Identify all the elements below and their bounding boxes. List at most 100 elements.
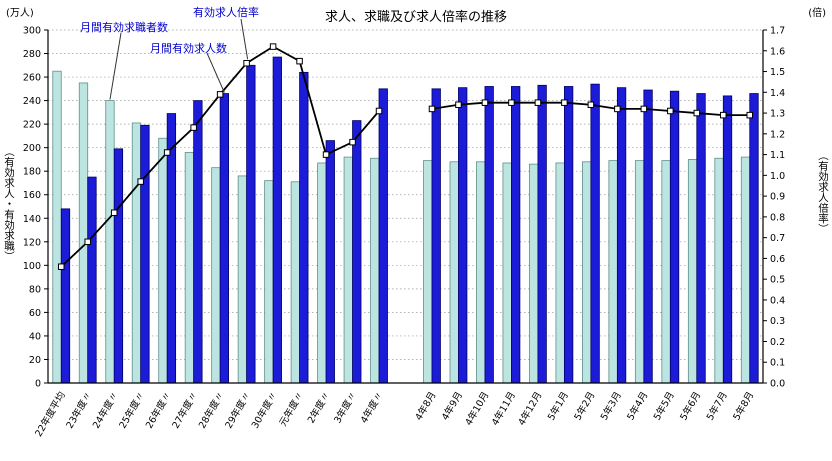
ratio-marker[interactable] bbox=[587, 101, 595, 109]
bar-seekers[interactable] bbox=[158, 137, 168, 384]
bar-openings[interactable] bbox=[484, 86, 494, 384]
ratio-marker[interactable] bbox=[137, 178, 144, 185]
bar-seekers[interactable] bbox=[661, 160, 671, 384]
bar-openings[interactable] bbox=[458, 87, 468, 384]
ratio-marker[interactable] bbox=[640, 105, 648, 113]
bar-seekers[interactable] bbox=[290, 181, 300, 384]
bar-seekers[interactable] bbox=[52, 70, 62, 384]
bar-seekers[interactable] bbox=[370, 157, 380, 384]
right-axis-tick-label: 1.6 bbox=[770, 46, 785, 57]
ratio-marker[interactable] bbox=[216, 91, 224, 98]
ratio-marker[interactable] bbox=[296, 57, 303, 65]
bar-openings[interactable] bbox=[696, 93, 706, 384]
x-axis-label: 5年8月 bbox=[730, 390, 756, 423]
ratio-marker[interactable] bbox=[322, 151, 330, 158]
bar-openings[interactable] bbox=[643, 89, 653, 384]
bar-seekers[interactable] bbox=[131, 122, 142, 384]
bar-openings[interactable] bbox=[511, 86, 521, 384]
bar-seekers[interactable] bbox=[608, 160, 618, 384]
bar-openings[interactable] bbox=[590, 83, 600, 384]
ratio-marker[interactable] bbox=[190, 124, 197, 131]
left-axis-tick-label: 140 bbox=[23, 214, 41, 225]
right-axis-tick-label: 0.2 bbox=[770, 337, 785, 348]
bar-openings[interactable] bbox=[669, 90, 680, 384]
ratio-marker[interactable] bbox=[508, 99, 515, 106]
left-axis-tick-label: 240 bbox=[23, 96, 41, 107]
left-axis-tick-label: 60 bbox=[29, 308, 41, 319]
x-axis-label: 5年2月 bbox=[572, 390, 598, 423]
bar-openings[interactable] bbox=[219, 93, 230, 384]
bar-openings[interactable] bbox=[749, 93, 759, 384]
bar-seekers[interactable] bbox=[740, 156, 751, 384]
bar-seekers[interactable] bbox=[317, 162, 327, 384]
annotation-leader-line bbox=[109, 32, 122, 100]
left-axis-tick-label: 20 bbox=[29, 355, 41, 366]
bar-openings[interactable] bbox=[87, 176, 97, 384]
ratio-marker[interactable] bbox=[614, 105, 621, 113]
ratio-marker[interactable] bbox=[534, 99, 542, 106]
bar-openings[interactable] bbox=[722, 95, 733, 384]
bar-openings[interactable] bbox=[272, 56, 282, 384]
bar-openings[interactable] bbox=[616, 87, 627, 384]
right-axis-tick-label: 0.7 bbox=[770, 233, 785, 244]
bar-openings[interactable] bbox=[537, 84, 547, 384]
ratio-marker[interactable] bbox=[667, 107, 674, 115]
bar-openings[interactable] bbox=[140, 124, 150, 384]
bar-seekers[interactable] bbox=[264, 180, 274, 384]
x-axis-label: 元年度〃 bbox=[277, 390, 306, 429]
bar-openings[interactable] bbox=[246, 64, 256, 384]
ratio-marker[interactable] bbox=[243, 59, 250, 67]
bar-seekers[interactable] bbox=[581, 161, 592, 384]
bar-openings[interactable] bbox=[60, 208, 71, 384]
bar-openings[interactable] bbox=[193, 100, 203, 384]
ratio-marker[interactable] bbox=[349, 138, 356, 146]
annotation-leader-line bbox=[206, 52, 225, 93]
bar-openings[interactable] bbox=[378, 88, 388, 384]
ratio-marker[interactable] bbox=[163, 149, 171, 156]
bar-seekers[interactable] bbox=[78, 82, 89, 384]
ratio-marker[interactable] bbox=[428, 105, 436, 113]
ratio-marker[interactable] bbox=[57, 263, 65, 270]
right-axis-tick-label: 0.6 bbox=[770, 254, 785, 265]
bar-seekers[interactable] bbox=[343, 156, 353, 384]
bar-openings[interactable] bbox=[563, 86, 574, 384]
bar-seekers[interactable] bbox=[529, 163, 539, 384]
bar-seekers[interactable] bbox=[211, 167, 221, 384]
bar-seekers[interactable] bbox=[555, 162, 565, 384]
x-axis-label: 24年度〃 bbox=[90, 390, 121, 431]
x-axis-label: 5年6月 bbox=[677, 390, 703, 423]
bar-seekers[interactable] bbox=[105, 100, 115, 384]
bar-seekers[interactable] bbox=[714, 157, 724, 384]
bar-seekers[interactable] bbox=[634, 160, 645, 384]
left-axis-tick-label: 120 bbox=[23, 237, 41, 248]
ratio-marker[interactable] bbox=[481, 99, 489, 106]
ratio-marker[interactable] bbox=[110, 209, 118, 216]
right-axis-caption: （有効求人倍率） bbox=[817, 150, 829, 234]
ratio-marker[interactable] bbox=[375, 107, 383, 115]
bar-seekers[interactable] bbox=[687, 159, 698, 384]
x-axis-label: 5年1月 bbox=[545, 390, 571, 423]
bar-openings[interactable] bbox=[352, 120, 362, 384]
x-axis-label: 23年度〃 bbox=[64, 390, 95, 431]
bar-openings[interactable] bbox=[113, 148, 124, 384]
bar-seekers[interactable] bbox=[449, 161, 459, 384]
ratio-marker[interactable] bbox=[84, 238, 91, 246]
right-axis-tick-label: 1.7 bbox=[770, 26, 785, 37]
ratio-marker[interactable] bbox=[693, 109, 701, 117]
bar-openings[interactable] bbox=[431, 88, 441, 384]
ratio-marker[interactable] bbox=[269, 43, 277, 50]
ratio-marker[interactable] bbox=[561, 99, 568, 106]
bar-openings[interactable] bbox=[325, 140, 335, 384]
bar-seekers[interactable] bbox=[423, 160, 433, 384]
right-axis-tick-label: 1.2 bbox=[770, 129, 785, 140]
bar-seekers[interactable] bbox=[184, 151, 195, 384]
ratio-marker[interactable] bbox=[455, 101, 462, 109]
bar-openings[interactable] bbox=[299, 71, 309, 384]
bar-seekers[interactable] bbox=[476, 161, 486, 384]
ratio-marker[interactable] bbox=[720, 111, 727, 119]
bar-seekers[interactable] bbox=[237, 175, 248, 384]
right-axis-tick-label: 0.8 bbox=[770, 212, 785, 223]
ratio-marker[interactable] bbox=[746, 111, 754, 119]
bar-seekers[interactable] bbox=[502, 162, 512, 384]
